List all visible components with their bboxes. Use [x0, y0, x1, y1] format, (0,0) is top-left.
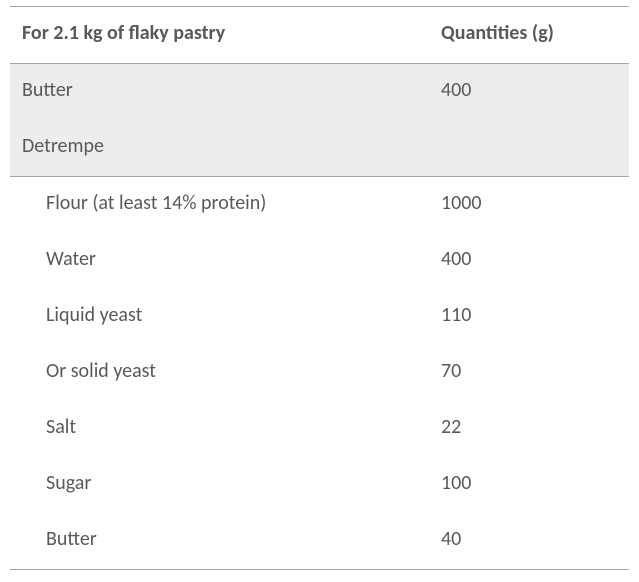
ingredient-label: Butter [10, 64, 429, 121]
table-row: Sugar 100 [10, 457, 629, 513]
table-row: Or solid yeast 70 [10, 345, 629, 401]
table-row: Flour (at least 14% protein) 1000 [10, 177, 629, 234]
ingredient-label: Or solid yeast [10, 345, 429, 401]
recipe-table: For 2.1 kg of flaky pastry Quantities (g… [10, 6, 629, 570]
ingredient-value: 400 [429, 233, 629, 289]
ingredient-label: Water [10, 233, 429, 289]
ingredient-label: Flour (at least 14% protein) [10, 177, 429, 234]
ingredient-value [429, 120, 629, 177]
ingredient-value: 22 [429, 401, 629, 457]
table-row: Butter 40 [10, 513, 629, 570]
ingredient-value: 70 [429, 345, 629, 401]
header-col-recipe: For 2.1 kg of flaky pastry [10, 7, 429, 64]
table-row: Butter 400 [10, 64, 629, 121]
ingredient-label: Salt [10, 401, 429, 457]
ingredient-label: Butter [10, 513, 429, 570]
table-row: Liquid yeast 110 [10, 289, 629, 345]
ingredient-value: 110 [429, 289, 629, 345]
ingredient-label: Sugar [10, 457, 429, 513]
header-col-quantities: Quantities (g) [429, 7, 629, 64]
ingredient-value: 100 [429, 457, 629, 513]
table-header-row: For 2.1 kg of flaky pastry Quantities (g… [10, 7, 629, 64]
section-label: Detrempe [10, 120, 429, 177]
ingredient-value: 1000 [429, 177, 629, 234]
table-row: Salt 22 [10, 401, 629, 457]
ingredient-value: 40 [429, 513, 629, 570]
table-row: Detrempe [10, 120, 629, 177]
ingredient-value: 400 [429, 64, 629, 121]
table-row: Water 400 [10, 233, 629, 289]
ingredient-label: Liquid yeast [10, 289, 429, 345]
